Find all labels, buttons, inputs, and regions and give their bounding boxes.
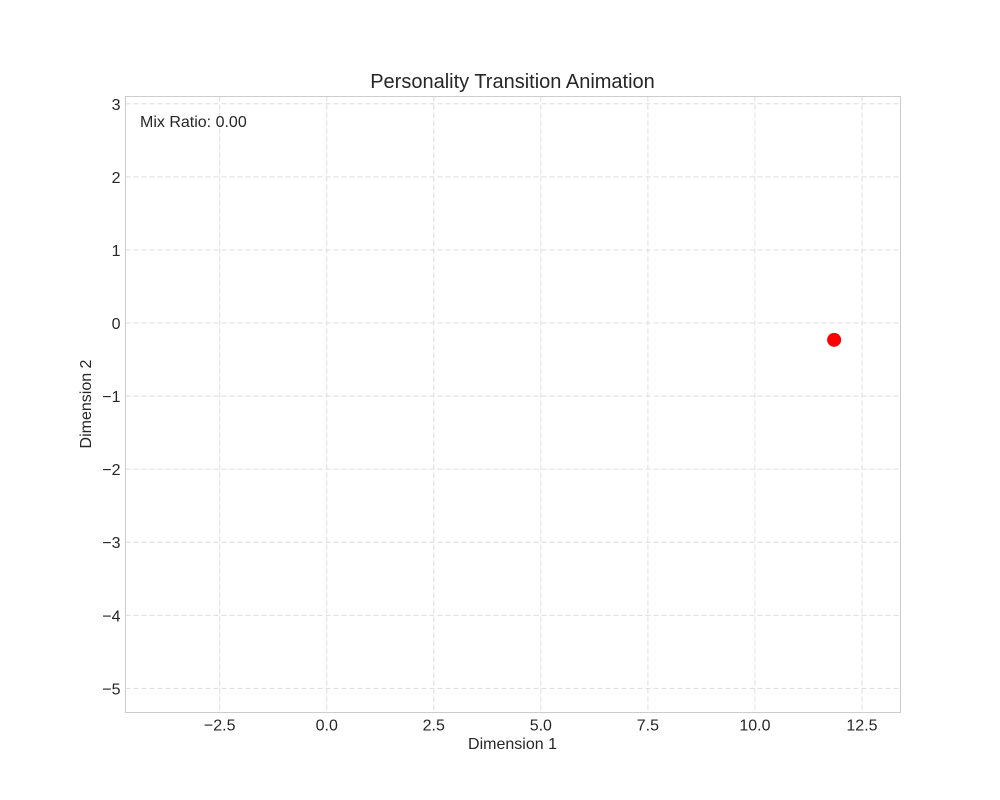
x-axis-ticks: −2.5 0.0 2.5 5.0 7.5 10.0 12.5 <box>204 718 878 735</box>
y-tick-label: −2 <box>102 462 120 479</box>
chart-title: Personality Transition Animation <box>370 71 655 93</box>
x-tick-label: 0.0 <box>316 718 338 735</box>
y-tick-label: −5 <box>102 681 120 698</box>
x-tick-label: 5.0 <box>530 718 552 735</box>
x-axis-label: Dimension 1 <box>468 736 557 753</box>
y-tick-label: 2 <box>112 170 121 187</box>
mix-ratio-annotation: Mix Ratio: 0.00 <box>140 114 247 131</box>
data-point <box>827 332 842 347</box>
y-axis-label: Dimension 2 <box>78 359 95 448</box>
y-tick-label: −1 <box>102 389 120 406</box>
y-tick-label: 1 <box>112 243 121 260</box>
grid <box>125 96 901 713</box>
x-tick-label: 12.5 <box>846 718 877 735</box>
y-tick-label: −4 <box>102 608 120 625</box>
x-tick-label: 7.5 <box>637 718 659 735</box>
x-tick-label: 2.5 <box>423 718 445 735</box>
x-tick-label: 10.0 <box>739 718 770 735</box>
y-axis-ticks: 3 2 1 0 −1 −2 −3 −4 −5 <box>102 97 120 699</box>
data-points <box>827 332 842 347</box>
y-tick-label: 0 <box>112 316 121 333</box>
y-tick-label: 3 <box>112 97 121 114</box>
x-tick-label: −2.5 <box>204 718 236 735</box>
y-tick-label: −3 <box>102 535 120 552</box>
plot-frame <box>125 96 901 713</box>
